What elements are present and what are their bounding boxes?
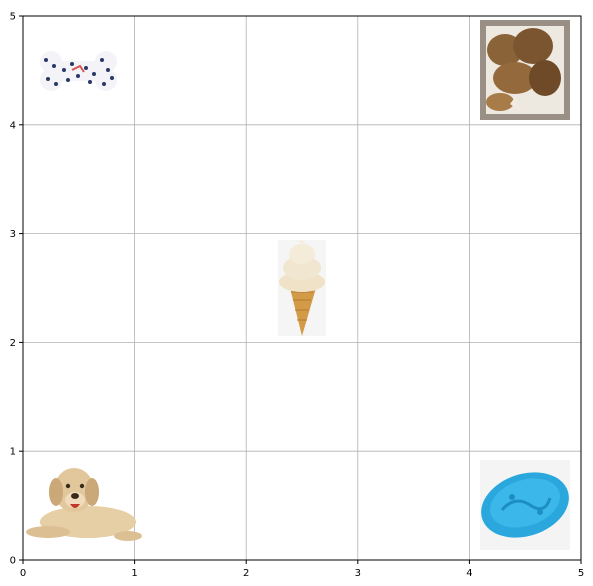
y-tick-label: 2 [10,338,16,349]
y-tick-label: 0 [10,556,16,567]
y-axis-ticks: 0 1 2 3 4 5 [10,12,23,567]
plot-frame [22,15,582,561]
x-tick-label: 5 [578,568,584,579]
dog-icon[interactable] [26,468,142,541]
bone-toy-icon[interactable] [40,51,117,91]
x-tick-label: 4 [466,568,472,579]
y-tick-label: 1 [10,447,16,458]
y-tick-label: 3 [10,229,16,240]
x-axis-ticks: 0 1 2 3 4 5 [20,560,584,579]
y-tick-label: 5 [10,12,16,23]
x-tick-label: 1 [131,568,137,579]
x-tick-label: 0 [20,568,26,579]
x-tick-label: 3 [355,568,361,579]
frisbee-icon[interactable] [473,460,578,550]
x-tick-label: 2 [243,568,249,579]
y-tick-label: 4 [10,120,16,131]
fried-chicken-icon[interactable] [480,20,570,120]
ice-cream-icon[interactable] [278,240,326,336]
